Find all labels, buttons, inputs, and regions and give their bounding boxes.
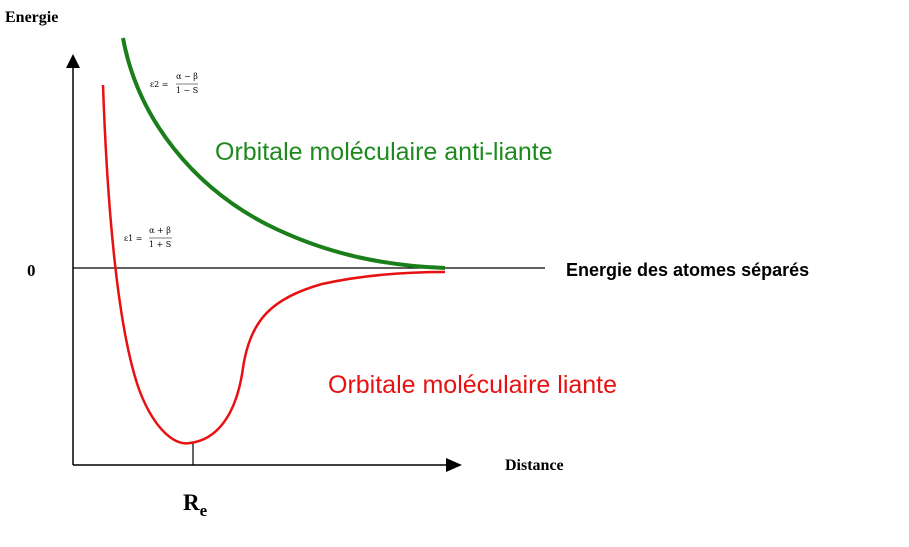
formula-lhs: ε2 =: [150, 80, 168, 89]
x-arrow: [446, 458, 462, 472]
zero-label: 0: [27, 261, 36, 280]
formula-2: ε2 = α − β 1 − S: [150, 72, 198, 95]
formula-numerator: α + β: [149, 226, 171, 235]
formula-lhs: ε1 =: [124, 234, 142, 243]
re-sub: e: [200, 501, 208, 520]
re-main: R: [183, 490, 200, 515]
re-label: Re: [183, 490, 208, 520]
bonding-label: Orbitale moléculaire liante: [328, 371, 617, 399]
formula-denominator: 1 − S: [176, 86, 198, 95]
baseline-label: Energie des atomes séparés: [566, 260, 809, 280]
formula-denominator: 1 + S: [149, 240, 171, 249]
formula-numerator: α − β: [176, 72, 198, 81]
formula-1: ε1 = α + β 1 + S: [124, 226, 172, 249]
antibonding-label: Orbitale moléculaire anti-liante: [215, 138, 553, 166]
y-label: Energie: [5, 9, 58, 26]
x-label: Distance: [505, 457, 564, 474]
antibonding-curve: [121, 37, 446, 270]
y-arrow: [66, 54, 80, 68]
bonding-curve: [101, 84, 446, 445]
